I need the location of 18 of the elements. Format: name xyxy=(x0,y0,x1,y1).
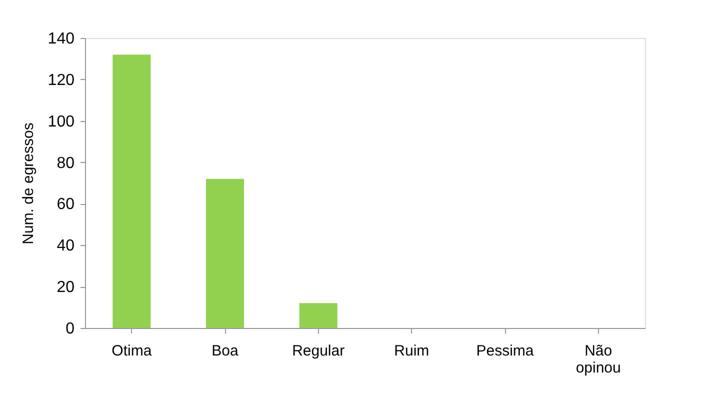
bar xyxy=(112,54,151,328)
bar xyxy=(206,178,244,328)
y-tick-label: 40 xyxy=(56,238,75,255)
y-tick-label: 100 xyxy=(48,113,75,130)
x-tick-label: Regular xyxy=(292,342,345,360)
x-tick-label: Boa xyxy=(212,342,239,360)
x-tick-label: Ruim xyxy=(394,342,430,360)
y-tick-label: 60 xyxy=(56,196,75,214)
bar xyxy=(299,303,338,328)
x-tick-label: Otima xyxy=(112,342,152,360)
y-tick-label: 0 xyxy=(66,320,75,338)
y-axis-title: Num. de egressos xyxy=(20,122,37,244)
x-tick-label: Pessima xyxy=(476,342,534,360)
y-tick-label: 80 xyxy=(56,154,75,172)
y-tick-label: 120 xyxy=(48,72,75,89)
y-tick-label: 140 xyxy=(48,30,75,48)
x-tick-label: Não opinou xyxy=(576,342,621,376)
y-tick-label: 20 xyxy=(56,279,75,296)
